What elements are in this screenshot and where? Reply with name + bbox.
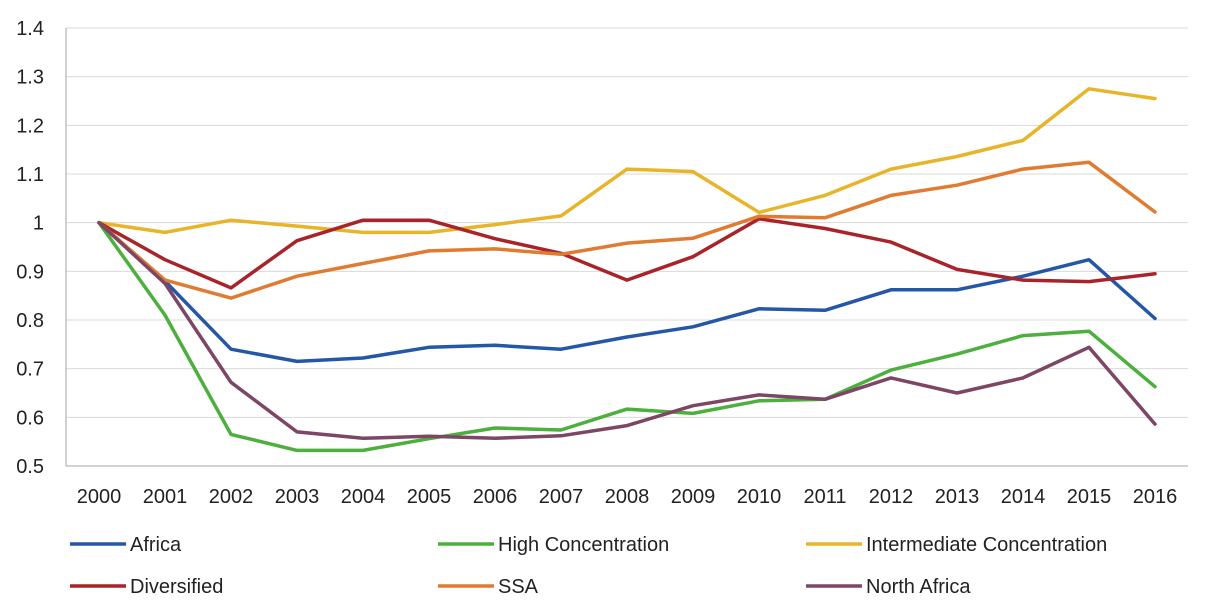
x-tick-label: 2014 <box>1001 486 1046 508</box>
legend-item-intermediate-concentration: Intermediate Concentration <box>806 534 1107 556</box>
series-line-high-concentration <box>97 220 1157 453</box>
x-tick-label: 2003 <box>275 486 320 508</box>
y-tick-label: 1.4 <box>16 18 44 40</box>
x-tick-label: 2001 <box>143 486 188 508</box>
y-tick-label: 0.9 <box>16 261 44 283</box>
x-tick-label: 2011 <box>803 486 846 508</box>
x-tick-label: 2009 <box>671 486 716 508</box>
x-tick-label: 2006 <box>473 486 518 508</box>
legend-label: SSA <box>498 576 539 598</box>
legend: Africa High Concentration Intermediate Con… <box>70 534 1107 598</box>
legend-item-africa: Africa <box>70 534 182 556</box>
x-tick-label: 2000 <box>77 486 122 508</box>
x-tick-label: 2008 <box>605 486 650 508</box>
y-tick-label: 0.7 <box>16 359 44 381</box>
legend-label: Diversified <box>130 576 223 598</box>
y-tick-label: 0.5 <box>16 456 44 478</box>
x-tick-label: 2015 <box>1067 486 1112 508</box>
series-line-ssa <box>97 160 1157 300</box>
legend-label: Africa <box>130 534 182 556</box>
x-tick-label: 2004 <box>341 486 386 508</box>
y-tick-label: 0.6 <box>16 407 44 429</box>
y-tick-label: 0.8 <box>16 310 44 332</box>
grid-lines <box>66 27 1188 418</box>
x-tick-label: 2007 <box>539 486 584 508</box>
series-line-north-africa <box>97 220 1157 441</box>
y-tick-label: 1.3 <box>16 67 44 89</box>
legend-label: North Africa <box>866 576 971 598</box>
x-tick-label: 2012 <box>869 486 914 508</box>
x-tick-label: 2016 <box>1133 486 1178 508</box>
legend-item-diversified: Diversified <box>70 576 223 598</box>
y-tick-label: 1.2 <box>16 115 44 137</box>
x-tick-label: 2002 <box>209 486 254 508</box>
series-line-diversified <box>97 217 1157 290</box>
axes: 0.5 0.6 0.7 0.8 0.9 1 1.1 1.2 1.3 1.4 2000 2001 2002… <box>16 18 1188 508</box>
x-tick-label: 2010 <box>737 486 782 508</box>
x-tick-label: 2005 <box>407 486 452 508</box>
series-lines <box>97 87 1157 453</box>
legend-item-high-concentration: High Concentration <box>438 534 669 556</box>
series-line-intermediate-concentration <box>97 87 1157 235</box>
x-tick-label: 2013 <box>935 486 980 508</box>
legend-item-north-africa: North Africa <box>806 576 971 598</box>
legend-label: Intermediate Concentration <box>866 534 1107 556</box>
legend-label: High Concentration <box>498 534 669 556</box>
series-line-africa <box>97 220 1157 364</box>
legend-item-ssa: SSA <box>438 576 539 598</box>
y-tick-label: 1 <box>33 213 44 235</box>
y-tick-label: 1.1 <box>16 164 44 186</box>
